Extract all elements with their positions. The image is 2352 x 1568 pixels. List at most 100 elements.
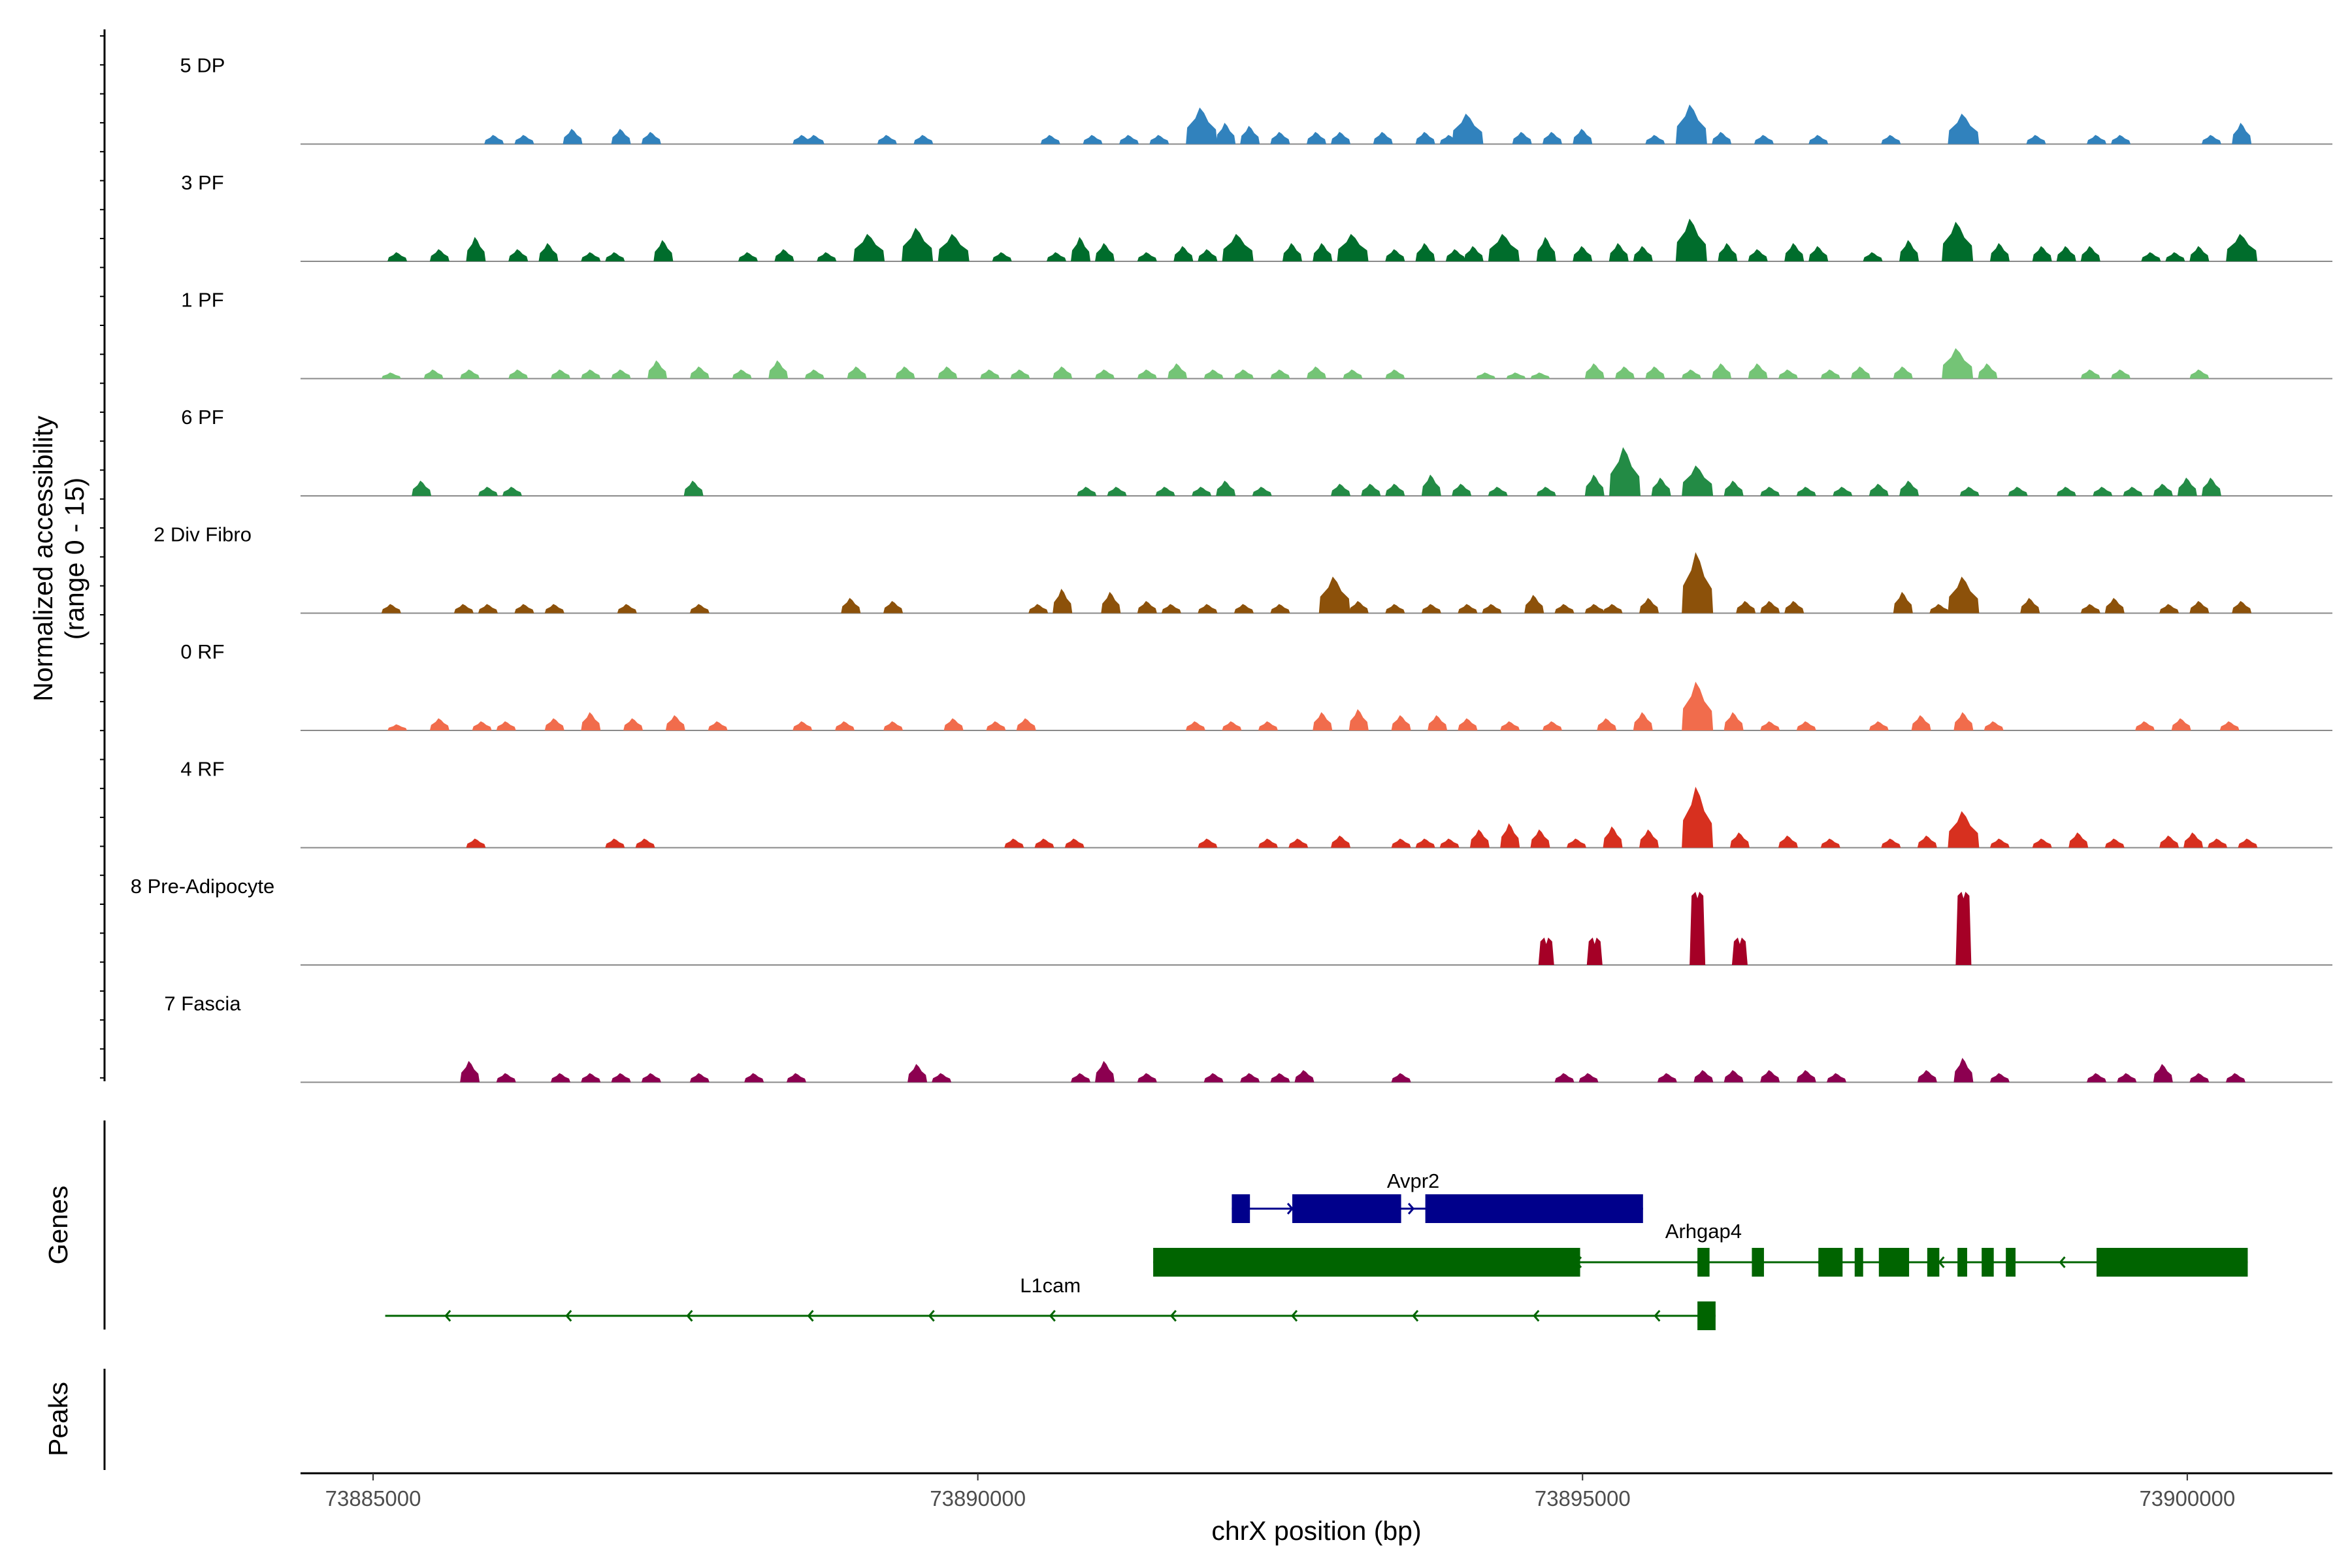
- coverage-peak: [1288, 838, 1309, 848]
- coverage-peak: [1216, 480, 1236, 496]
- coverage-peak: [2141, 252, 2161, 261]
- coverage-peak: [2201, 135, 2221, 144]
- coverage-peak: [1439, 838, 1460, 848]
- coverage-peak: [689, 604, 710, 613]
- track-3-pf: 3 PF: [181, 171, 2332, 262]
- coverage-peak: [1542, 721, 1562, 730]
- coverage-peak: [1942, 221, 1974, 261]
- coverage-peak: [1584, 604, 1605, 613]
- coverage-peak: [1586, 937, 1603, 965]
- coverage-peak: [1615, 366, 1635, 379]
- coverage-peak: [514, 135, 534, 144]
- gene-exon: [1854, 1248, 1863, 1277]
- gene-exon: [1957, 1248, 1967, 1277]
- coverage-peak: [1064, 838, 1085, 848]
- coverage-peak: [460, 369, 480, 379]
- coverage-peak: [611, 1073, 631, 1083]
- coverage-peak: [1978, 363, 1998, 379]
- coverage-peak: [1313, 711, 1333, 730]
- gene-track: Avpr2 Arhgap4 L1cam: [385, 1169, 2248, 1330]
- strand-arrow: [928, 1310, 935, 1322]
- coverage-peak: [1270, 604, 1290, 613]
- coverage-peak: [1989, 838, 2010, 848]
- coverage-peak: [913, 135, 934, 144]
- coverage-peak: [732, 369, 752, 379]
- coverage-peak: [1681, 369, 1701, 379]
- track-label: 4 RF: [180, 758, 224, 781]
- x-ticks: 73885000 73890000 73895000 73900000: [325, 1473, 2235, 1511]
- axes: 73885000 73890000 73895000 73900000 Normali…: [28, 29, 2332, 1546]
- coverage-peak: [2123, 486, 2143, 496]
- coverage-peak: [1869, 483, 1889, 496]
- coverage-peak: [1760, 1070, 1780, 1083]
- coverage-peak: [1633, 711, 1653, 730]
- coverage-peak: [563, 129, 583, 144]
- coverage-peak: [2189, 246, 2210, 261]
- coverage-peak: [1609, 242, 1629, 261]
- strand-arrow: [1412, 1310, 1419, 1322]
- coverage-peak: [2201, 477, 2221, 496]
- coverage-peak: [1597, 718, 1617, 730]
- coverage-peak: [466, 838, 486, 848]
- coverage-peak: [1760, 721, 1780, 730]
- coverage-peak: [1911, 715, 1931, 730]
- coverage-peak: [992, 252, 1012, 261]
- track-label: 0 RF: [180, 640, 224, 663]
- coverage-peak: [1137, 252, 1157, 261]
- strand-arrow: [1654, 1310, 1661, 1322]
- coverage-peak: [1778, 369, 1798, 379]
- coverage-peak: [1833, 486, 1853, 496]
- coverage-peak: [1578, 1073, 1599, 1083]
- coverage-peak: [786, 1073, 806, 1083]
- peaks-panel-label: Peaks: [43, 1382, 73, 1456]
- coverage-peak: [938, 366, 958, 379]
- coverage-peak: [1989, 242, 2010, 261]
- coverage-peak: [1010, 369, 1030, 379]
- coverage-peak: [2068, 832, 2089, 848]
- coverage-peak: [1917, 835, 1937, 848]
- coverage-peak: [1536, 486, 1556, 496]
- strand-arrow: [444, 1310, 451, 1322]
- coverage-peak: [1524, 595, 1544, 613]
- coverage-peak: [744, 1073, 764, 1083]
- coverage-peak: [689, 1073, 710, 1083]
- coverage-peak: [1476, 372, 1496, 379]
- coverage-peak: [774, 249, 794, 261]
- coverage-peak: [1071, 1073, 1091, 1083]
- coverage-peak: [1222, 233, 1254, 261]
- coverage-peak: [1633, 246, 1653, 261]
- genes-panel-label: Genes: [43, 1186, 73, 1265]
- coverage-peak: [1573, 246, 1593, 261]
- coverage-peak: [1137, 369, 1157, 379]
- tracks-y-ticks: [100, 35, 105, 1079]
- coverage-peak: [1682, 681, 1714, 730]
- coverage-peak: [1391, 838, 1411, 848]
- coverage-peak: [1337, 233, 1369, 261]
- coverage-peak: [611, 369, 631, 379]
- coverage-peak: [581, 711, 601, 730]
- coverage-peak: [1469, 829, 1490, 848]
- coverage-peak: [1796, 1070, 1816, 1083]
- x-tick-label: 73900000: [2139, 1486, 2235, 1511]
- coverage-peak: [1155, 486, 1175, 496]
- coverage-peak: [538, 242, 559, 261]
- coverage-peak: [1953, 1058, 1974, 1083]
- coverage-peak: [1137, 1073, 1157, 1083]
- coverage-peak: [1186, 107, 1218, 144]
- coverage-peak: [1948, 811, 1980, 848]
- coverage-peak: [1307, 366, 1326, 379]
- coverage-peak: [653, 240, 674, 261]
- coverage-peak: [2159, 604, 2180, 613]
- coverage-peak: [2135, 721, 2155, 730]
- track-8-pre-adipocyte: 8 Pre-Adipocyte: [131, 875, 2332, 966]
- y-axis-title-line1: Normalized accessibility: [28, 416, 58, 702]
- coverage-peak: [1808, 135, 1829, 144]
- coverage-peak: [1101, 591, 1121, 613]
- coverage-peak: [1645, 135, 1665, 144]
- gene-exon: [1292, 1194, 1401, 1223]
- coverage-peak: [1682, 787, 1714, 848]
- track-7-fascia: 7 Fascia: [164, 992, 2332, 1083]
- coverage-peak: [1198, 249, 1218, 261]
- coverage-peak: [2165, 252, 2185, 261]
- coverage-peak: [1034, 838, 1054, 848]
